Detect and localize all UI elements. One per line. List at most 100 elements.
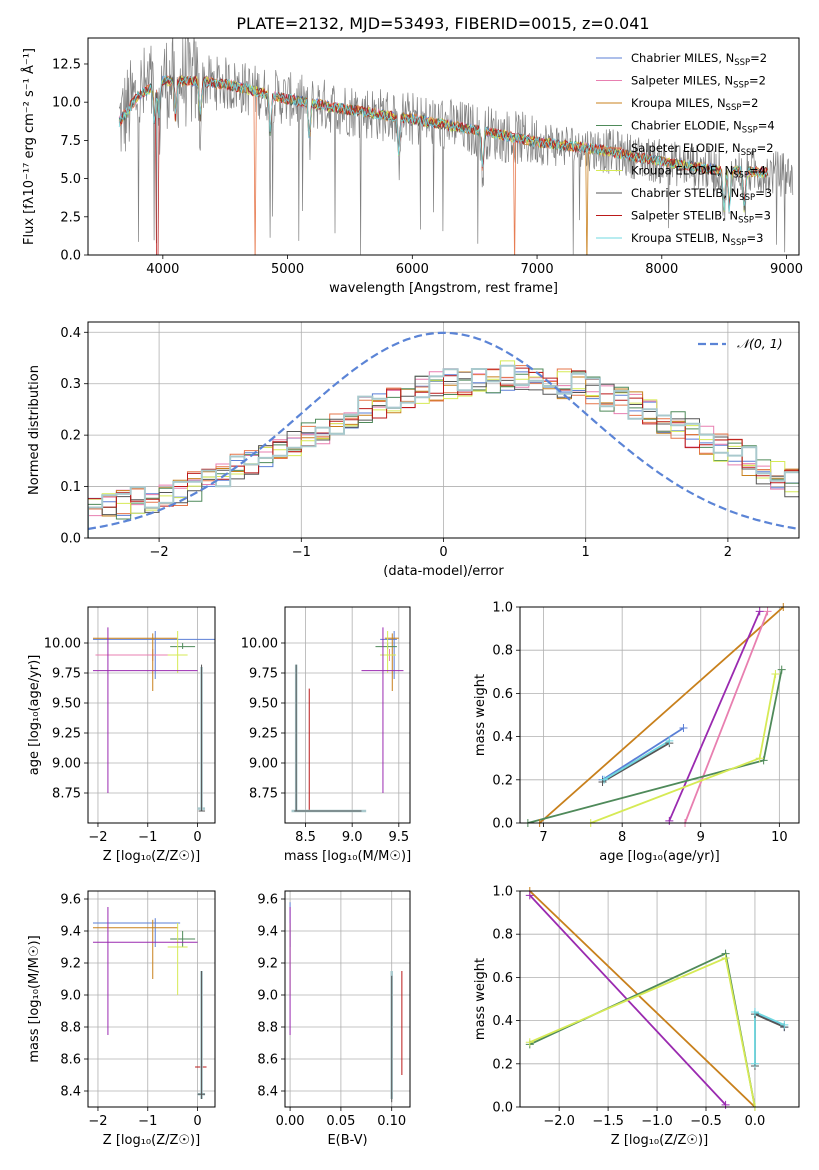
figure-title: PLATE=2132, MJD=53493, FIBERID=0015, z=0… [236,14,649,33]
weight-marker [721,1100,730,1109]
plot-area [88,331,799,538]
x-axis-label: wavelength [Angstrom, rest frame] [329,281,558,296]
weight-line [529,891,756,1107]
tick-label-y: 9.50 [249,697,278,712]
panel-age_vs_Z: −2 −1 0 8.75 9.00 9.25 9.50 9.75 10.00 Z [log₁₀(Z… [27,606,216,864]
x-axis-label: Z [log₁₀(Z/Z☉)] [611,1133,708,1148]
tick-label-y: 9.75 [52,667,81,682]
tick-label-y: 0.4 [492,1014,513,1029]
weight-marker [665,816,674,825]
tick-label-y: 8.6 [60,1053,81,1068]
tick-label-y: 0.0 [60,532,81,547]
panel-mass_vs_EBV: 0.00 0.05 0.10 8.4 8.6 8.8 9.0 9.2 9.4 9.6 E(B-V) [257,890,411,1148]
tick-label-y: 9.00 [249,757,278,772]
weight-marker [750,1059,759,1068]
tick-label-x: 9.0 [342,830,363,845]
y-axis-label: Flux [fλ10⁻¹⁷ erg cm⁻² s⁻¹ Å⁻¹] [21,48,37,245]
panel-weight_vs_Z: −2.0 −1.5 −1.0 −0.5 0.0 0.0 0.2 0.4 0.6 0.8 1.0 Z [… [473,885,800,1148]
legend-value: =2 [750,51,767,65]
x-axis-label: Z [log₁₀(Z/Z☉)] [103,1133,200,1148]
legend-entry: Kroupa STELIB, NSSP=3 [631,231,763,248]
tick-label-x: 0.05 [326,1114,355,1129]
weight-marker [750,1007,759,1016]
tick-label-y: 9.00 [52,757,81,772]
legend-value: =3 [746,231,763,245]
tick-label-x: 0.0 [745,1114,766,1129]
tick-label-y: 9.4 [257,925,278,940]
axes-frame [87,606,216,824]
spectrum-legend: Chabrier MILES, NSSP=2 Salpeter MILES, NS… [596,51,775,248]
tick-label-x: −1 [138,1114,157,1129]
legend-subscript: SSP [739,193,755,203]
tick-label-x: 9000 [770,262,803,277]
tick-label-x: 9.5 [388,830,409,845]
tick-label-x: 10 [771,830,788,845]
tick-label-x: 8 [618,830,626,845]
x-axis-label: (data-model)/error [383,564,504,579]
tick-label-x: 7 [539,830,547,845]
legend-entry: Salpeter STELIB, NSSP=3 [631,209,771,226]
tick-label-y: 0.3 [60,377,81,392]
weight-line [602,727,684,781]
panel-spectrum: 4000 5000 6000 7000 8000 9000 0.0 2.5 5.0 7.5 10.0… [21,37,803,296]
observed-spectrum [118,38,794,255]
tick-label-y: 8.75 [52,787,81,802]
legend-value: =3 [754,209,771,223]
plot-area [527,607,784,823]
x-axis-label: Z [log₁₀(Z/Z☉)] [103,849,200,864]
legend-value: =2 [749,74,766,88]
x-axis-label: age [log₁₀(age/yr)] [599,849,720,864]
legend-value: =4 [758,119,775,133]
tick-label-x: 5000 [271,262,304,277]
tick-label-x: −2 [88,830,107,845]
tick-label-y: 2.5 [60,210,81,225]
weight-line [684,610,769,823]
legend-entry: Kroupa MILES, NSSP=2 [631,96,758,113]
model-spectrum-8 [118,75,769,213]
legend-value: =2 [757,141,774,155]
tick-label-x: 8.5 [295,830,316,845]
tick-label-y: 9.2 [60,957,81,972]
tick-label-x: −1.0 [641,1114,673,1129]
tick-label-y: 10.00 [44,637,81,652]
legend-subscript: SSP [726,103,742,113]
tick-label-y: 10.00 [241,637,278,652]
axes-frame [87,37,800,256]
tick-label-y: 0.4 [492,730,513,745]
weight-marker [721,953,730,962]
tick-label-x: 6000 [396,262,429,277]
tick-label-y: 8.75 [249,787,278,802]
x-axis-label: E(B-V) [327,1133,367,1148]
weight-marker [777,665,786,674]
tick-label-y: 7.5 [60,134,81,149]
plot-area [291,627,404,813]
legend-entry: Kroupa ELODIE, NSSP=4 [631,164,766,181]
weight-line [754,1012,785,1066]
plot-area [118,38,794,255]
weight-line [668,610,761,822]
tick-label-y: 9.75 [249,667,278,682]
y-axis-label: mass weight [473,674,488,756]
tick-label-x: −2 [88,1114,107,1129]
tick-label-x: 9 [697,830,705,845]
tick-label-x: 0.10 [377,1114,406,1129]
tick-label-y: 0.2 [492,1057,513,1072]
panel-residuals: −2 −1 0 1 2 0.0 0.1 0.2 0.3 0.4 (data-model)/error… [27,321,800,579]
weight-marker [598,777,607,786]
legend-subscript: SSP [733,81,749,91]
tick-label-y: 8.4 [257,1085,278,1100]
tick-label-y: 9.0 [257,989,278,1004]
legend-entry: Salpeter MILES, NSSP=2 [631,74,766,91]
weight-marker [679,723,688,732]
weight-marker [755,754,764,763]
weight-line [603,740,670,781]
panel-mass_vs_Z: −2 −1 0 8.4 8.6 8.8 9.0 9.2 9.4 9.6 Z [log₁₀(Z/Z☉)… [27,890,216,1148]
x-axis-label: mass [log₁₀(M/M☉)] [284,849,411,864]
tick-label-y: 5.0 [60,172,81,187]
tick-label-x: −2.0 [543,1114,575,1129]
tick-label-x: 2 [724,545,732,560]
weight-marker [525,891,534,900]
legend-entry: Chabrier ELODIE, NSSP=4 [631,119,775,136]
tick-label-x: 0.00 [276,1114,305,1129]
